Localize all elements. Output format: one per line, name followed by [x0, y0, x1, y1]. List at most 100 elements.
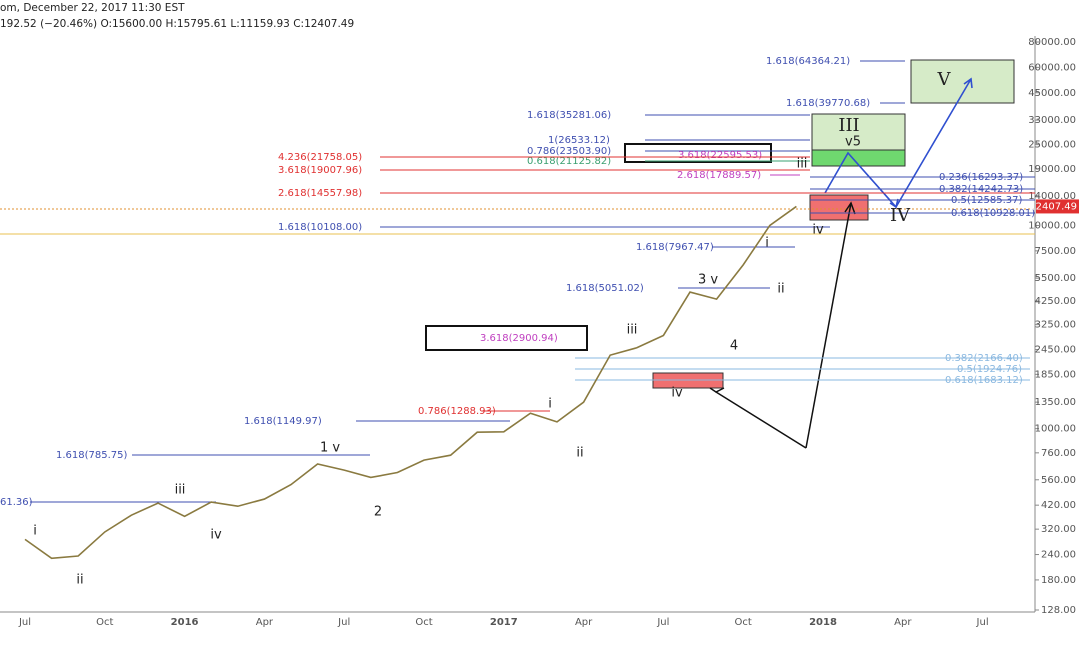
y-tick-label: 60000.00 [1028, 62, 1076, 73]
level-label: 3.618(19007.96) [278, 165, 362, 176]
box [425, 325, 588, 351]
x-tick-label: Apr [894, 617, 912, 628]
wave-label: ii [76, 573, 83, 588]
level-label: 1.618(785.75) [56, 450, 128, 461]
wave-label: i [33, 524, 37, 539]
level-label: 0.786(23503.90) [527, 146, 611, 157]
level-label: 1.618(35281.06) [527, 110, 611, 121]
header-title: om, December 22, 2017 11:30 EST [0, 2, 185, 14]
x-tick-label: 2018 [809, 617, 837, 628]
wave-label: 2 [374, 505, 382, 520]
x-tick-label: Apr [575, 617, 593, 628]
target-box [910, 59, 1015, 104]
y-tick-label: 4250.00 [1035, 296, 1076, 307]
level-label: 0.382(14242.73) [939, 184, 1023, 195]
wave-label: V [937, 69, 952, 90]
level-label: 1.618(1149.97) [244, 416, 322, 427]
wave-label: 4 [730, 339, 738, 354]
y-tick-label: 420.00 [1041, 500, 1076, 511]
y-tick-label: 1850.00 [1035, 369, 1076, 380]
x-tick-label: 2017 [490, 617, 518, 628]
arrowhead [889, 198, 899, 209]
y-tick-label: 25000.00 [1028, 140, 1076, 151]
y-tick-label: 10000.00 [1028, 220, 1076, 231]
level-label: 1.618(64364.21) [766, 56, 850, 67]
wave-label: 3 v [698, 273, 718, 288]
y-tick-label: 14000.00 [1028, 191, 1076, 202]
wave-label: III [838, 115, 859, 136]
level-label: 1.618(7967.47) [636, 242, 714, 253]
x-tick-label: Jul [976, 617, 989, 628]
level-label: 1(26533.12) [548, 135, 610, 146]
level-label: 0.5(1924.76) [957, 364, 1022, 375]
x-tick-label: Oct [415, 617, 432, 628]
arrowhead [963, 77, 973, 89]
header-ohlc: 192.52 (−20.46%) O:15600.00 H:15795.61 L… [0, 18, 354, 30]
last-price-label: 12407.49 [1029, 201, 1077, 212]
y-tick-label: 5500.00 [1035, 273, 1076, 284]
wave-label: iv [210, 528, 222, 543]
level-label: 0.5(12585.37) [951, 195, 1023, 206]
y-tick-label: 45000.00 [1028, 88, 1076, 99]
wave-label: ii [777, 282, 784, 297]
x-tick-label: 2016 [171, 617, 199, 628]
y-tick-label: 80000.00 [1028, 37, 1076, 48]
target-box [811, 149, 906, 167]
y-tick-label: 128.00 [1041, 605, 1076, 616]
wave-label: iii [627, 323, 638, 338]
wave-label: v5 [845, 135, 861, 150]
y-tick-label: 7500.00 [1035, 246, 1076, 257]
y-tick-label: 2450.00 [1035, 345, 1076, 356]
forecast-arrow [824, 78, 972, 209]
x-tick-label: Jul [337, 617, 350, 628]
y-tick-label: 33000.00 [1028, 115, 1076, 126]
level-label: 0.786(1288.93) [418, 406, 496, 417]
arrowhead [709, 387, 725, 393]
level-label: 3.618(2900.94) [480, 333, 558, 344]
y-tick-label: 3250.00 [1035, 320, 1076, 331]
level-label: 4.236(21758.05) [278, 152, 362, 163]
y-tick-label: 320.00 [1041, 524, 1076, 535]
x-tick-label: Jul [656, 617, 669, 628]
box [624, 143, 772, 163]
level-label: 1.618(39770.68) [786, 98, 870, 109]
wave-label: i [765, 236, 769, 251]
x-tick-label: Apr [256, 617, 274, 628]
arrowhead [844, 201, 856, 215]
level-label: 0.382(2166.40) [945, 353, 1023, 364]
level-label: 0.618(21125.82) [527, 156, 611, 167]
x-tick-label: Jul [18, 617, 31, 628]
wave-label: iv [812, 223, 824, 238]
price-line [24, 205, 797, 560]
level-label: 0.236(16293.37) [939, 172, 1023, 183]
target-box [811, 113, 906, 155]
level-label: 0.618(10928.01) [951, 208, 1035, 219]
wave-label: iv [671, 386, 683, 401]
y-tick-label: 240.00 [1041, 550, 1076, 561]
level-label: 3.618(22595.53) [678, 150, 762, 161]
y-tick-label: 560.00 [1041, 475, 1076, 486]
wave-label: IV [890, 205, 911, 226]
level-label: 0.618(1683.12) [945, 375, 1023, 386]
x-tick-label: Oct [96, 617, 113, 628]
level-label: 1.618(10108.00) [278, 222, 362, 233]
support-box [809, 194, 869, 221]
level-label: 2.618(14557.98) [278, 188, 362, 199]
y-tick-label: 1000.00 [1035, 424, 1076, 435]
level-label: 1.618(5051.02) [566, 283, 644, 294]
last-price-box [1036, 199, 1079, 214]
wave-label: iii [797, 157, 808, 172]
x-tick-label: Oct [735, 617, 752, 628]
level-label: 61.36) [0, 497, 33, 508]
y-tick-label: 760.00 [1041, 448, 1076, 459]
wave-label: iii [175, 483, 186, 498]
wave-label: 1 v [320, 441, 340, 456]
y-tick-label: 19000.00 [1028, 164, 1076, 175]
y-tick-label: 180.00 [1041, 575, 1076, 586]
arrow [805, 202, 852, 449]
level-label: 2.618(17889.57) [677, 170, 761, 181]
y-tick-label: 1350.00 [1035, 397, 1076, 408]
arrow [715, 391, 807, 449]
